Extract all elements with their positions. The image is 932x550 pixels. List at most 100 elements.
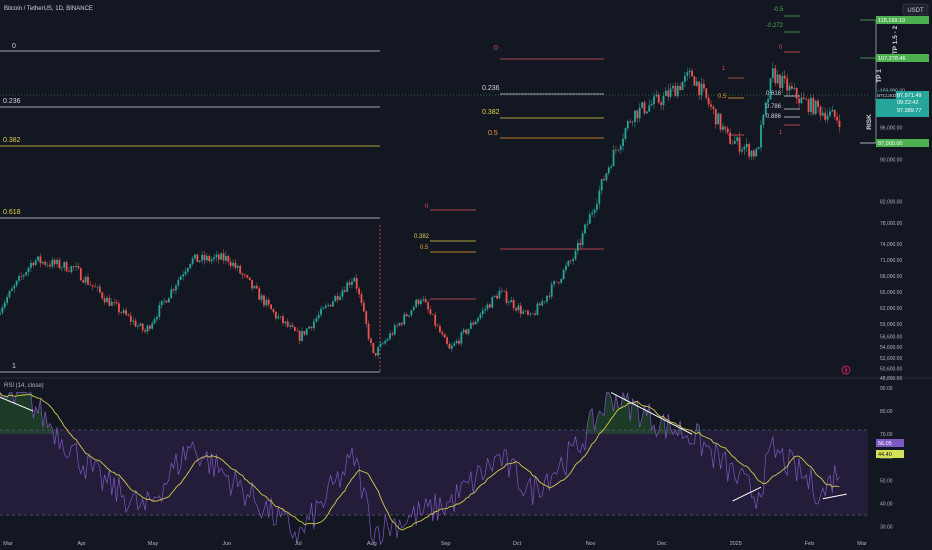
candle-body	[106, 297, 108, 303]
candle-body	[622, 138, 624, 147]
candle-body	[826, 115, 829, 120]
candle-body	[643, 102, 646, 114]
candle-body	[91, 285, 94, 287]
candle-body	[515, 308, 517, 311]
candle-body	[270, 304, 273, 310]
candle-body	[53, 259, 56, 265]
candle-body	[629, 121, 632, 123]
candle-body	[3, 302, 6, 308]
candle-body	[46, 264, 49, 266]
candle-body	[536, 303, 539, 315]
candle-body	[593, 209, 596, 213]
candle-body	[474, 321, 477, 325]
candle-body	[75, 266, 77, 268]
candle-body	[153, 319, 156, 324]
candle-body	[315, 318, 318, 322]
candle-body	[282, 316, 284, 324]
candle-body	[498, 290, 501, 299]
candle-body	[329, 304, 332, 307]
candle-body	[674, 85, 677, 97]
fib-oct[interactable]: 0 0.236 0.382 0.5	[482, 45, 604, 250]
rsi-divergence[interactable]	[822, 493, 847, 500]
fib-big-0236: 0.236	[3, 98, 21, 105]
candle-body	[377, 347, 380, 356]
flash-icon[interactable]	[841, 365, 851, 375]
candle-body	[574, 250, 577, 260]
tag-countdown: 09:22:42	[897, 100, 918, 106]
price-tick: 59,000.00	[880, 322, 902, 328]
candle-body	[32, 262, 35, 266]
candle-body	[386, 339, 389, 341]
candle-body	[379, 343, 382, 348]
candle-body	[420, 300, 422, 305]
candle-body	[324, 305, 327, 308]
candle-body	[581, 233, 584, 246]
candle-body	[144, 330, 146, 332]
price-tick: 71,000.00	[880, 258, 902, 264]
candle-body	[313, 321, 315, 329]
price-tick: 78,000.00	[880, 221, 902, 227]
candle-body	[469, 322, 472, 329]
candle-body	[87, 276, 89, 285]
rsi-tick: 60.00	[880, 455, 893, 461]
rsi-divergence[interactable]	[732, 486, 762, 502]
candle-body	[755, 149, 758, 157]
fib-jan[interactable]: -0.5 -0.272 0 0.618 0.786 0.886 1	[766, 7, 800, 136]
candle-body	[771, 68, 774, 79]
price-tick: 90,000.00	[880, 157, 902, 163]
candle-body	[110, 302, 113, 306]
candle-body	[198, 260, 201, 262]
price-axis[interactable]: 116,000.00103,000.0096,000.0090,000.0082…	[880, 19, 905, 382]
price-tick: 65,000.00	[880, 290, 902, 296]
rsi-divergence[interactable]	[610, 392, 693, 435]
time-axis[interactable]: Mar Apr May Jun Jul Aug Sep Oct Nov Dec 2025 Feb Mar	[3, 541, 867, 547]
currency-button[interactable]: USDT	[902, 3, 929, 16]
candle-body	[458, 340, 460, 344]
candle-body	[63, 262, 66, 268]
candle-body	[657, 94, 660, 103]
candle-body	[227, 255, 230, 262]
candle-body	[836, 116, 838, 121]
candle-body	[391, 333, 394, 335]
candle-body	[393, 325, 396, 335]
candle-body	[693, 76, 696, 86]
fib-mid[interactable]: 0 0.382 0.5	[414, 204, 476, 300]
candle-body	[634, 110, 636, 122]
candle-body	[51, 259, 54, 267]
fib-jan-0: 0	[779, 45, 783, 51]
candle-body	[576, 242, 579, 251]
rsi-axis[interactable]: 90.00 80.00 70.00 60.00 50.00 40.00 30.00	[880, 386, 893, 531]
candle-body	[783, 75, 786, 79]
candle-body	[191, 258, 194, 264]
candle-body	[441, 332, 444, 335]
time-tick: Dec	[657, 541, 667, 547]
candle-body	[308, 326, 311, 329]
trade-setup[interactable]: TP 1.5 - 2 TP 1 RISK	[860, 19, 899, 144]
candle-body	[503, 290, 506, 292]
candle-body	[389, 333, 391, 340]
candle-body	[286, 321, 289, 327]
candle-body	[752, 150, 755, 157]
fib-big[interactable]: 0 0.236 0.382 0.618 1	[0, 43, 381, 373]
candle-body	[139, 323, 142, 326]
candle-body	[417, 299, 420, 305]
candle-body	[25, 272, 28, 276]
candle-body	[722, 126, 724, 130]
candle-body	[248, 277, 251, 280]
candle-body	[648, 105, 651, 112]
candle-body	[334, 295, 337, 302]
candle-body	[491, 296, 494, 308]
candle-body	[788, 86, 791, 91]
price-tick: 56,600.00	[880, 335, 902, 341]
candle-body	[225, 255, 227, 261]
candle-body	[79, 268, 82, 281]
fib-dec[interactable]: 1 0.5 0	[718, 66, 744, 136]
tag-tp2: 118,169.19	[878, 18, 905, 24]
rsi-label: RSI (14, close)	[4, 383, 44, 389]
candle-body	[177, 279, 180, 286]
candle-body	[550, 284, 553, 297]
candle-body	[500, 290, 503, 292]
candle-body	[400, 322, 403, 325]
rsi-divergence[interactable]	[0, 396, 34, 412]
